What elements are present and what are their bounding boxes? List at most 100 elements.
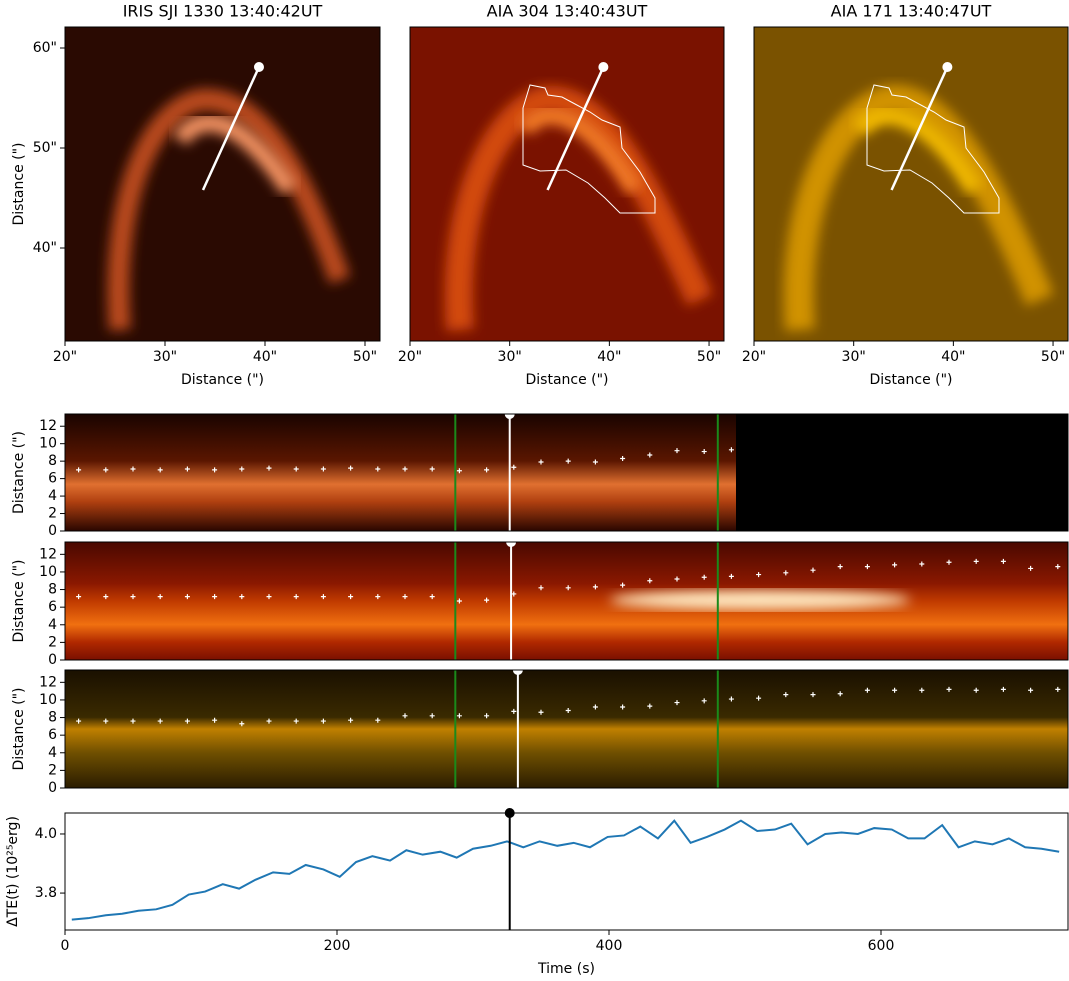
image-loop: [517, 106, 643, 195]
track-point: [320, 594, 326, 600]
y-tick-label: 4: [48, 745, 57, 761]
track-point: [212, 594, 218, 600]
track-point: [402, 466, 408, 472]
track-point: [1028, 565, 1034, 571]
track-point: [76, 594, 82, 600]
y-axis-label: Distance ("): [11, 559, 27, 642]
plot-area: [65, 27, 380, 341]
track-point: [266, 594, 272, 600]
axes-frame: [64, 26, 381, 342]
track-point: [76, 718, 82, 724]
track-point: [293, 466, 299, 472]
slit-end: [254, 62, 264, 72]
x-tick-label: 20": [398, 349, 422, 365]
slit: [546, 66, 605, 191]
image-bright: [610, 590, 910, 610]
axes-frame: [64, 669, 1069, 789]
slit-end: [942, 62, 953, 72]
track-point: [157, 467, 163, 473]
track-point: [620, 456, 626, 462]
track-point: [1055, 686, 1061, 692]
track-point: [892, 562, 898, 568]
x-tick-label: 0: [61, 938, 70, 954]
track-point: [864, 687, 870, 693]
image-blank: [736, 414, 1068, 531]
track-point: [484, 713, 490, 719]
track-point: [728, 447, 734, 453]
y-axis-label: Distance ("): [11, 687, 27, 770]
track-point: [266, 718, 272, 724]
track-point: [674, 700, 680, 706]
x-tick-label: 40": [597, 349, 621, 365]
track-point: [429, 594, 435, 600]
track-point: [293, 594, 299, 600]
track-point: [674, 576, 680, 582]
track-point: [783, 692, 789, 698]
y-axis-label: Distance ("): [11, 431, 27, 514]
y-tick-label: 10: [39, 436, 57, 452]
panel-title: AIA 304 13:40:43UT: [487, 2, 648, 21]
track-point: [1055, 564, 1061, 570]
track-point: [130, 718, 136, 724]
x-tick-label: 400: [596, 938, 623, 954]
track-point: [728, 696, 734, 702]
track-point: [620, 582, 626, 588]
x-tick-label: 50": [697, 349, 721, 365]
y-tick-label: 0: [48, 523, 57, 539]
y-tick-label: 0: [48, 652, 57, 668]
track-point: [456, 598, 462, 604]
track-point: [538, 709, 544, 715]
track-point: [76, 467, 82, 473]
track-point: [402, 594, 408, 600]
track-point: [511, 464, 517, 470]
track-point: [320, 466, 326, 472]
image-loop: [444, 85, 713, 332]
track-point: [184, 594, 190, 600]
track-point: [348, 717, 354, 723]
track-point: [647, 703, 653, 709]
track-point: [484, 467, 490, 473]
y-tick-label: 8: [48, 453, 57, 469]
track-point: [701, 574, 707, 580]
track-point: [973, 687, 979, 693]
y-tick-label: 8: [48, 710, 57, 726]
track-point: [756, 695, 762, 701]
track-point: [103, 718, 109, 724]
x-tick-label: 200: [324, 938, 351, 954]
y-tick-label: 2: [48, 634, 57, 650]
track-point: [1000, 686, 1006, 692]
y-tick-label: 4: [48, 488, 57, 504]
track-point: [456, 468, 462, 474]
track-point: [973, 558, 979, 564]
track-point: [810, 692, 816, 698]
plot-area: [71, 819, 1060, 921]
track-point: [701, 698, 707, 704]
track-point: [919, 687, 925, 693]
image-loop: [172, 113, 298, 195]
track-point: [1028, 687, 1034, 693]
track-point: [402, 713, 408, 719]
track-point: [103, 467, 109, 473]
y-tick-label: 6: [48, 471, 57, 487]
track-point: [130, 466, 136, 472]
y-tick-label: 4: [48, 617, 57, 633]
axes-frame: [64, 541, 1069, 661]
plot-area: [65, 670, 1068, 788]
x-tick-label: 20": [53, 349, 77, 365]
track-point: [1000, 558, 1006, 564]
axes-frame: [409, 26, 725, 342]
slit-end: [598, 62, 609, 72]
x-tick-label: 40": [253, 349, 277, 365]
track-point: [538, 585, 544, 591]
x-tick-label: 40": [941, 349, 965, 365]
track-point: [592, 459, 598, 465]
y-tick-label: 12: [39, 546, 57, 562]
x-axis-label: Distance ("): [869, 372, 952, 388]
track-point: [212, 717, 218, 723]
track-point: [728, 573, 734, 579]
track-point: [647, 452, 653, 458]
track-point: [592, 584, 598, 590]
track-point: [701, 449, 707, 455]
track-point: [320, 718, 326, 724]
